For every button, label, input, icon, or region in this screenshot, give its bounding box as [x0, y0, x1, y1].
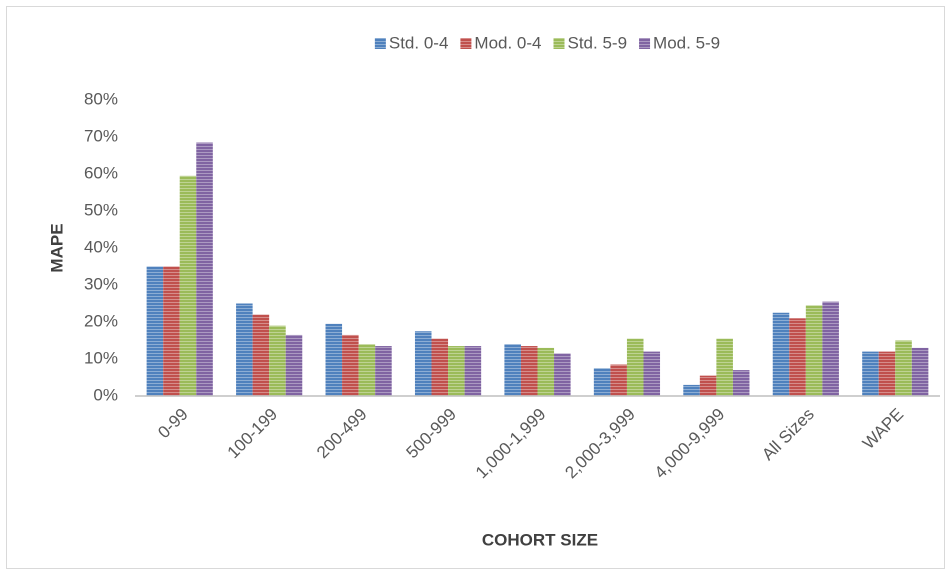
y-tick-label: 0%	[93, 385, 118, 404]
legend-swatch	[553, 38, 565, 49]
bar	[822, 301, 839, 396]
bar	[414, 331, 432, 396]
legend-label: Mod. 5-9	[653, 33, 720, 52]
bar	[862, 351, 879, 396]
bar	[626, 338, 644, 396]
bar	[895, 340, 912, 396]
bar	[179, 175, 197, 396]
y-tick-label: 70%	[84, 126, 118, 145]
bar	[789, 318, 806, 396]
y-tick-label: 40%	[84, 237, 118, 256]
legend-swatch	[639, 38, 651, 49]
y-tick-label: 50%	[84, 200, 118, 219]
bar	[683, 384, 700, 396]
legend-swatch	[460, 38, 472, 49]
bar	[520, 346, 538, 396]
bar	[772, 312, 790, 396]
bar	[342, 334, 359, 396]
bar	[448, 346, 465, 396]
y-tick-label: 20%	[84, 311, 118, 330]
bar	[537, 347, 555, 396]
legend-label: Std. 5-9	[568, 33, 628, 52]
bar	[163, 266, 180, 396]
bar	[878, 351, 896, 396]
y-tick-label: 10%	[84, 348, 118, 367]
bar	[732, 370, 750, 396]
bar	[716, 338, 733, 396]
bar	[643, 351, 661, 396]
y-tick-label: 80%	[84, 89, 118, 108]
legend-swatch	[374, 38, 386, 49]
legend-label: Mod. 0-4	[474, 33, 541, 52]
y-tick-label: 30%	[84, 274, 118, 293]
bar	[252, 314, 270, 396]
bar	[431, 338, 449, 396]
bar	[325, 323, 343, 396]
bar	[464, 346, 482, 396]
x-axis-title: COHORT SIZE	[482, 530, 598, 549]
y-axis-title: MAPE	[47, 223, 66, 272]
y-tick-label: 60%	[84, 163, 118, 182]
bar	[504, 344, 521, 396]
bar	[196, 142, 213, 396]
bar	[236, 303, 253, 396]
bar	[285, 334, 303, 396]
bar	[699, 375, 717, 396]
bar	[269, 325, 286, 396]
legend: Std. 0-4 Mod. 0-4 Std. 5-9 Mod. 5-9	[374, 33, 720, 52]
bar	[375, 346, 392, 396]
bar	[593, 368, 611, 396]
bar	[554, 353, 571, 396]
bar	[146, 266, 164, 396]
bar	[911, 347, 929, 396]
bar	[805, 305, 823, 396]
bar	[358, 344, 376, 396]
legend-label: Std. 0-4	[389, 33, 449, 52]
bar	[610, 364, 627, 396]
